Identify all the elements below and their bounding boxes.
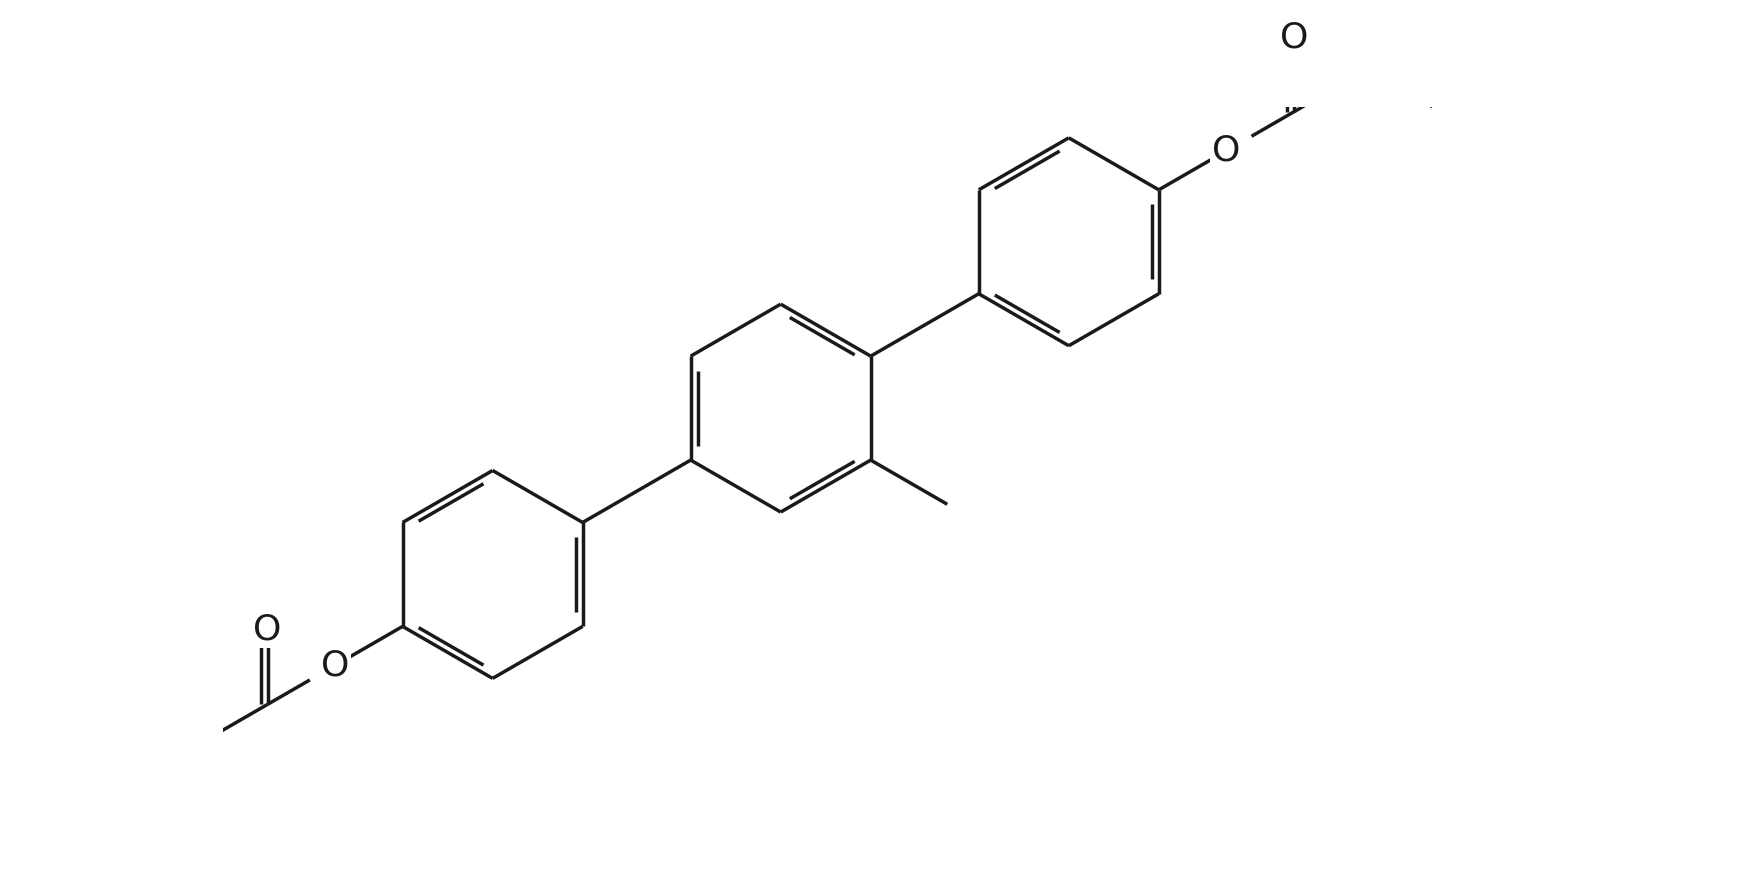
Text: O: O (320, 648, 350, 682)
Text: O: O (254, 613, 282, 647)
Text: O: O (1279, 20, 1307, 54)
Text: O: O (1213, 134, 1241, 168)
